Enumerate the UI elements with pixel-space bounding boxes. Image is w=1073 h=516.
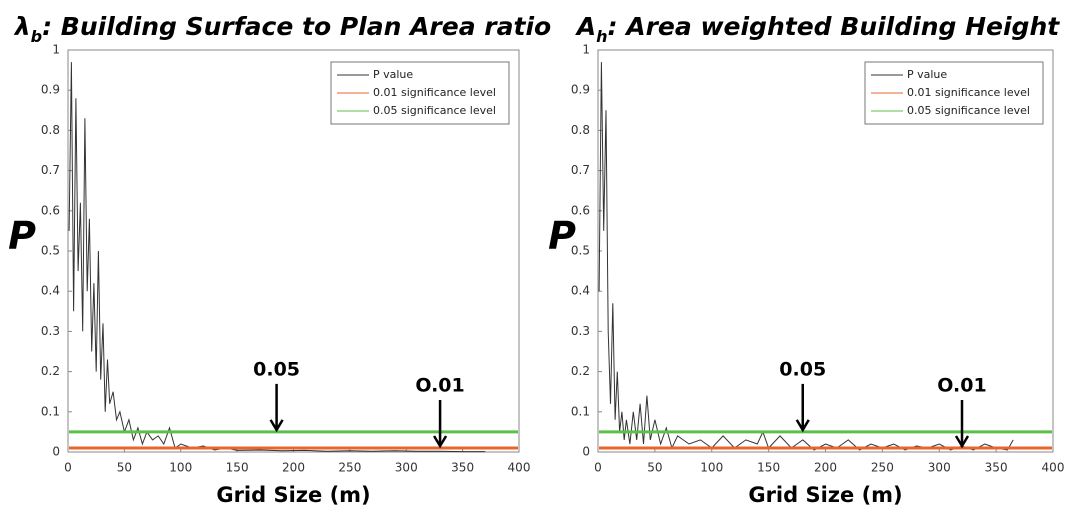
arrow-head [954, 435, 970, 449]
x-axis-label: Grid Size (m) [216, 483, 370, 507]
y-tick-label: 0.2 [571, 364, 590, 378]
x-tick-label: 300 [928, 461, 951, 475]
y-tick-label: 0.7 [41, 163, 60, 177]
x-axis-label: Grid Size (m) [748, 483, 902, 507]
y-axis-label: P [8, 214, 36, 258]
arrow-head [269, 419, 284, 433]
y-tick-label: 1 [582, 43, 590, 57]
legend-label: 0.05 significance level [907, 104, 1030, 117]
x-tick-label: 300 [395, 461, 418, 475]
x-tick-label: 0 [594, 461, 602, 475]
y-tick-label: 0.1 [41, 404, 60, 418]
legend-box [330, 61, 510, 125]
y-tick-label: 0.3 [571, 324, 590, 338]
x-tick-label: 350 [985, 461, 1008, 475]
x-tick-label: 250 [338, 461, 361, 475]
x-tick-label: 350 [451, 461, 474, 475]
y-tick-label: 0.8 [571, 123, 590, 137]
y-tick-label: 0.1 [571, 404, 590, 418]
y-tick-label: 0.5 [41, 244, 60, 258]
title-part: : Area weighted Building Height [608, 12, 1061, 41]
x-tick-label: 200 [282, 461, 305, 475]
y-tick-label: 0.2 [41, 364, 60, 378]
title-part: h [596, 27, 607, 46]
y-tick-label: 0 [52, 445, 60, 459]
title-part: : Building Surface to Plan Area ratio [42, 12, 551, 41]
x-tick-label: 250 [871, 461, 894, 475]
y-tick-label: 0.6 [571, 203, 590, 217]
y-tick-label: 0.3 [41, 324, 60, 338]
annotation-label: 0.05 [253, 358, 300, 380]
y-tick-label: 0.9 [571, 83, 590, 97]
chart-title: λb: Building Surface to Plan Area ratio [13, 12, 551, 46]
x-tick-label: 100 [169, 461, 192, 475]
x-tick-label: 100 [700, 461, 723, 475]
x-tick-label: 200 [814, 461, 837, 475]
legend-label: 0.01 significance level [907, 86, 1030, 99]
legend-label: P value [373, 68, 413, 81]
y-tick-label: 0.9 [41, 83, 60, 97]
y-tick-label: 0.4 [571, 284, 590, 298]
arrow-head [795, 419, 810, 433]
y-tick-label: 0.7 [571, 163, 590, 177]
x-tick-label: 50 [117, 461, 132, 475]
y-tick-label: 0 [582, 445, 590, 459]
title-part: A [575, 12, 596, 41]
annotation-label: 0.05 [779, 358, 826, 380]
legend-label: 0.05 significance level [373, 104, 496, 117]
legend-label: 0.01 significance level [373, 86, 496, 99]
chart-title: Ah: Area weighted Building Height [575, 12, 1060, 46]
y-tick-label: 0.6 [41, 203, 60, 217]
x-tick-label: 50 [647, 461, 662, 475]
y-axis-label: P [548, 214, 576, 258]
x-tick-label: 0 [64, 461, 72, 475]
title-part: b [31, 27, 42, 46]
annotation-label: O.01 [937, 374, 986, 396]
x-tick-label: 400 [508, 461, 531, 475]
y-tick-label: 0.5 [571, 244, 590, 258]
annotation-label: O.01 [415, 374, 464, 396]
legend-label: P value [907, 68, 947, 81]
x-tick-label: 150 [226, 461, 249, 475]
title-part: λ [13, 12, 31, 41]
x-tick-label: 400 [1042, 461, 1065, 475]
arrow-head [433, 435, 448, 449]
y-tick-label: 0.8 [41, 123, 60, 137]
y-tick-label: 0.4 [41, 284, 60, 298]
p-value-line [68, 62, 486, 453]
y-tick-label: 1 [52, 43, 60, 57]
x-tick-label: 150 [757, 461, 780, 475]
